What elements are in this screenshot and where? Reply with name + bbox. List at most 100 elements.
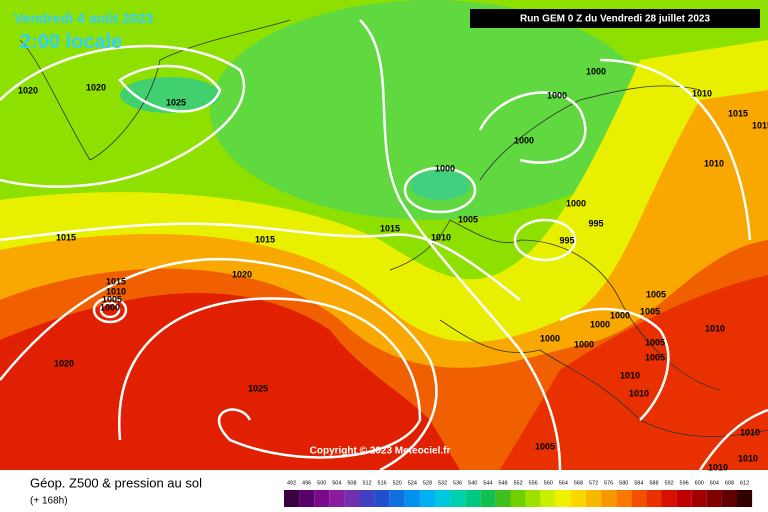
isobar-label: 995 [559,235,574,245]
colorbar-tick-label: 500 [317,480,326,486]
colorbar-tick-label: 564 [559,480,568,486]
colorbar-tick-label: 524 [408,480,417,486]
colorbar-cell [737,490,753,507]
isobar-label: 1005 [458,214,478,224]
colorbar-tick-label: 516 [378,480,387,486]
colorbar-tick-label: 588 [649,480,658,486]
run-info: Run GEM 0 Z du Vendredi 28 juillet 2023 [520,14,710,25]
colorbar-tick-label: 568 [574,480,583,486]
colorbar-tick-label: 492 [287,480,296,486]
colorbar-tick-label: 560 [544,480,553,486]
colorbar-tick-label: 572 [589,480,598,486]
isobar-label: 1005 [645,352,665,362]
colorbar-cell [555,490,571,507]
colorbar-cell [721,490,737,507]
colorbar-cell [359,490,375,507]
colorbar-cell [540,490,556,507]
isobar-label: 1000 [566,198,586,208]
colorbar-cell [510,490,526,507]
isobar-label: 1025 [166,97,186,107]
isobar-label: 1010 [708,462,728,472]
isobar-label: 1005 [535,441,555,451]
colorbar-cell [404,490,420,507]
isobar-label: 1015 [56,232,76,242]
colorbar-cell [616,490,632,507]
isobar-label: 1015 [106,276,126,286]
isobar-label: 1010 [704,158,724,168]
isobar-label: 1000 [610,310,630,320]
colorbar-tick-label: 592 [664,480,673,486]
colorbar-tick-label: 600 [695,480,704,486]
colorbar-cell [480,490,496,507]
colorbar-tick-label: 496 [302,480,311,486]
colorbar-tick-label: 544 [483,480,492,486]
forecast-date: Vendredi 4 août 2023 [14,10,153,26]
isobar-label: 1010 [431,232,451,242]
isobar-label: 1000 [435,163,455,173]
colorbar-cell [329,490,345,507]
colorbar-cell [314,490,330,507]
colorbar-cell [691,490,707,507]
colorbar-tick-label: 580 [619,480,628,486]
isobar-label: 1020 [54,358,74,368]
colorbar-tick-label: 512 [362,480,371,486]
colorbar-tick-label: 552 [513,480,522,486]
isobar-label: 1000 [590,319,610,329]
colorbar-tick-label: 612 [740,480,749,486]
colorbar-tick-label: 540 [468,480,477,486]
colorbar-tick-label: 548 [498,480,507,486]
colorbar-cell [601,490,617,507]
colorbar-cell [450,490,466,507]
colorbar-cell [374,490,390,507]
colorbar-cell [299,490,315,507]
isobar-label: 1010 [705,323,725,333]
colorbar-tick-label: 508 [347,480,356,486]
isobar-label: 1010 [106,286,126,296]
colorbar-tick-label: 528 [423,480,432,486]
isobar-label: 1010 [738,453,758,463]
isobar-label: 1020 [86,82,106,92]
isobar-label: 1010 [629,388,649,398]
run-banner [470,9,760,28]
legend-title: Géop. Z500 & pression au sol [30,475,202,490]
colorbar-cell [419,490,435,507]
colorbar-tick-label: 596 [680,480,689,486]
colorbar-cell [661,490,677,507]
isobar-label: 1000 [514,135,534,145]
isobar-label: 1015 [380,223,400,233]
isobar-label: 1000 [586,66,606,76]
colorbar-cell [706,490,722,507]
colorbar-cell [586,490,602,507]
isobar-label: 1005 [645,337,665,347]
isobar-label: 1000 [100,302,120,312]
isobar-label: 1000 [547,90,567,100]
colorbar-tick-label: 532 [438,480,447,486]
isobar-label: 1015 [752,120,768,130]
colorbar-cell [646,490,662,507]
isobar-label: 1020 [18,85,38,95]
isobar-label: 1000 [574,339,594,349]
colorbar-cell [284,490,300,507]
isobar-label: 1000 [540,333,560,343]
colorbar-cell [631,490,647,507]
forecast-time: 2:00 locale [20,31,122,53]
colorbar-tick-label: 520 [393,480,402,486]
legend-subtitle: (+ 168h) [30,496,68,507]
colorbar-cell [676,490,692,507]
isobar-label: 1015 [728,108,748,118]
colorbar-cell [570,490,586,507]
colorbar-tick-label: 504 [332,480,341,486]
colorbar-tick-label: 608 [725,480,734,486]
isobar-label: 1025 [248,383,268,393]
colorbar-cell [465,490,481,507]
colorbar-tick-label: 604 [710,480,719,486]
colorbar-tick-label: 556 [529,480,538,486]
colorbar-cell [435,490,451,507]
isobar-label: 1005 [102,294,122,304]
colorbar-cell [525,490,541,507]
isobar-label: 1010 [620,370,640,380]
colorbar-tick-label: 536 [453,480,462,486]
colorbar-tick-label: 584 [634,480,643,486]
isobar-label: 1015 [255,234,275,244]
